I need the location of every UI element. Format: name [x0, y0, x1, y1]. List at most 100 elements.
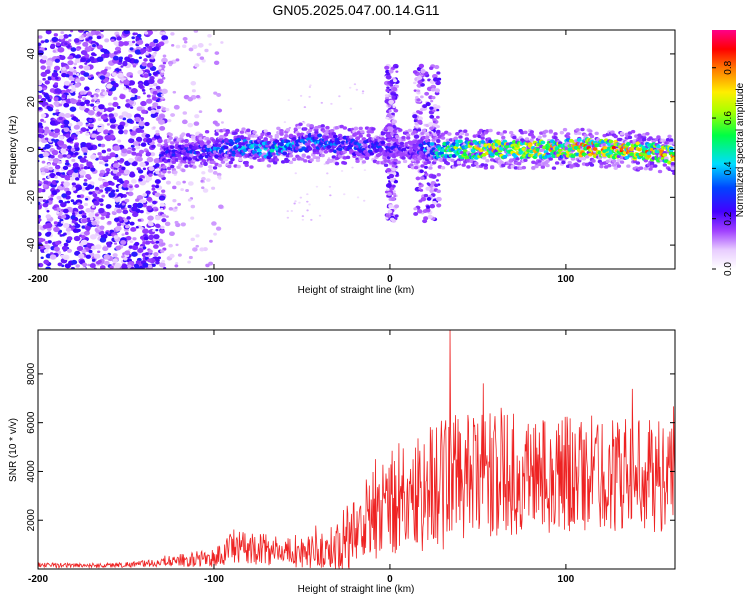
- heatmap-cell: [432, 103, 438, 108]
- heatmap-cell: [60, 31, 65, 35]
- heatmap-cell: [83, 65, 91, 71]
- heatmap-cell: [358, 126, 363, 131]
- heatmap-cell: [121, 202, 126, 206]
- heatmap-cell: [109, 118, 117, 124]
- heatmap-cell: [392, 78, 397, 83]
- heatmap-cell: [102, 156, 108, 161]
- heatmap-cell: [152, 126, 156, 129]
- heatmap-cell: [380, 137, 386, 141]
- heatmap-cell: [116, 208, 122, 214]
- heatmap-cell: [301, 218, 305, 221]
- heatmap-cell: [51, 72, 59, 78]
- heatmap-cell: [447, 132, 452, 136]
- heatmap-cell: [523, 130, 528, 135]
- heatmap-cell: [73, 136, 78, 140]
- heatmap-cell: [416, 89, 421, 93]
- heatmap-cell: [41, 55, 48, 61]
- heatmap-cell: [42, 177, 46, 181]
- heatmap-cell: [136, 95, 141, 99]
- heatmap-cell: [90, 94, 94, 98]
- heatmap-cell: [98, 161, 103, 165]
- heatmap-cell: [38, 183, 42, 187]
- heatmap-cell: [84, 86, 90, 91]
- heatmap-cell: [80, 142, 87, 148]
- heatmap-cell: [82, 97, 87, 101]
- heatmap-cell: [163, 39, 169, 44]
- heatmap-cell: [93, 253, 101, 259]
- heatmap-cell: [55, 180, 59, 183]
- heatmap-cell: [142, 241, 147, 245]
- heatmap-cell: [118, 115, 124, 120]
- heatmap-cell: [40, 171, 46, 176]
- heatmap-cell: [389, 115, 393, 119]
- heatmap-cell: [106, 148, 112, 152]
- heatmap-cell: [72, 212, 76, 215]
- heatmap-cell: [153, 158, 161, 164]
- heatmap-cell: [63, 242, 69, 247]
- heatmap-cell: [206, 178, 211, 182]
- heatmap-cell: [83, 165, 89, 170]
- heatmap-cell: [147, 249, 153, 254]
- heatmap-cell: [423, 171, 428, 174]
- heatmap-cell: [208, 43, 212, 46]
- heatmap-cell: [474, 161, 479, 166]
- heatmap-cell: [117, 105, 121, 109]
- heatmap-cell: [153, 244, 159, 249]
- heatmap-cell: [149, 152, 156, 157]
- heatmap-cell: [545, 163, 550, 168]
- heatmap-cell: [288, 153, 294, 158]
- heatmap-cell: [113, 235, 119, 240]
- heatmap-cell: [129, 129, 133, 132]
- heatmap-cell: [144, 121, 150, 127]
- heatmap-cell: [46, 209, 50, 213]
- heatmap-cell: [146, 98, 153, 104]
- heatmap-cell: [57, 160, 62, 164]
- heatmap-cell: [580, 127, 585, 132]
- heatmap-cell: [44, 241, 49, 244]
- heatmap-cell: [391, 167, 397, 172]
- heatmap-cell: [181, 132, 186, 136]
- heatmap-cell: [342, 161, 348, 165]
- heatmap-cell: [296, 125, 302, 130]
- heatmap-cell: [64, 175, 71, 181]
- heatmap-cell: [89, 234, 97, 240]
- heatmap-cell: [96, 35, 102, 40]
- heatmap-cell: [211, 186, 216, 190]
- heatmap-cell: [164, 221, 171, 227]
- x-tick-label: -100: [204, 274, 224, 285]
- heatmap-cell: [151, 187, 156, 191]
- x-tick-label: 100: [558, 574, 575, 585]
- heatmap-cell: [64, 42, 68, 46]
- heatmap-cell: [191, 89, 196, 93]
- heatmap-cell: [127, 54, 133, 58]
- heatmap-cell: [349, 107, 353, 110]
- heatmap-cell: [43, 259, 50, 265]
- heatmap-cell: [61, 172, 66, 175]
- heatmap-cell: [101, 149, 107, 154]
- heatmap-cell: [306, 209, 309, 212]
- heatmap-cell: [63, 119, 70, 125]
- heatmap-cell: [392, 192, 397, 196]
- y-tick-label: 8000: [26, 362, 37, 385]
- heatmap-cell: [91, 44, 96, 48]
- heatmap-cell: [161, 189, 166, 193]
- heatmap-cell: [113, 145, 121, 151]
- heatmap-cell: [62, 165, 69, 170]
- heatmap-cell: [91, 258, 96, 262]
- heatmap-cell: [184, 139, 189, 144]
- heatmap-cell: [154, 163, 160, 168]
- heatmap-cell: [58, 135, 64, 140]
- heatmap-cell: [137, 169, 144, 174]
- heatmap-cell: [327, 157, 331, 160]
- heatmap-cell: [149, 41, 156, 47]
- heatmap-cell: [61, 233, 65, 237]
- heatmap-cell: [173, 104, 180, 110]
- heatmap-cell: [80, 166, 84, 170]
- heatmap-cell: [134, 184, 140, 188]
- heatmap-cell: [184, 164, 189, 168]
- heatmap-cell: [72, 228, 78, 233]
- heatmap-cell: [62, 222, 70, 229]
- heatmap-cell: [77, 186, 82, 191]
- heatmap-cell: [153, 39, 159, 44]
- heatmap-cell: [131, 251, 138, 257]
